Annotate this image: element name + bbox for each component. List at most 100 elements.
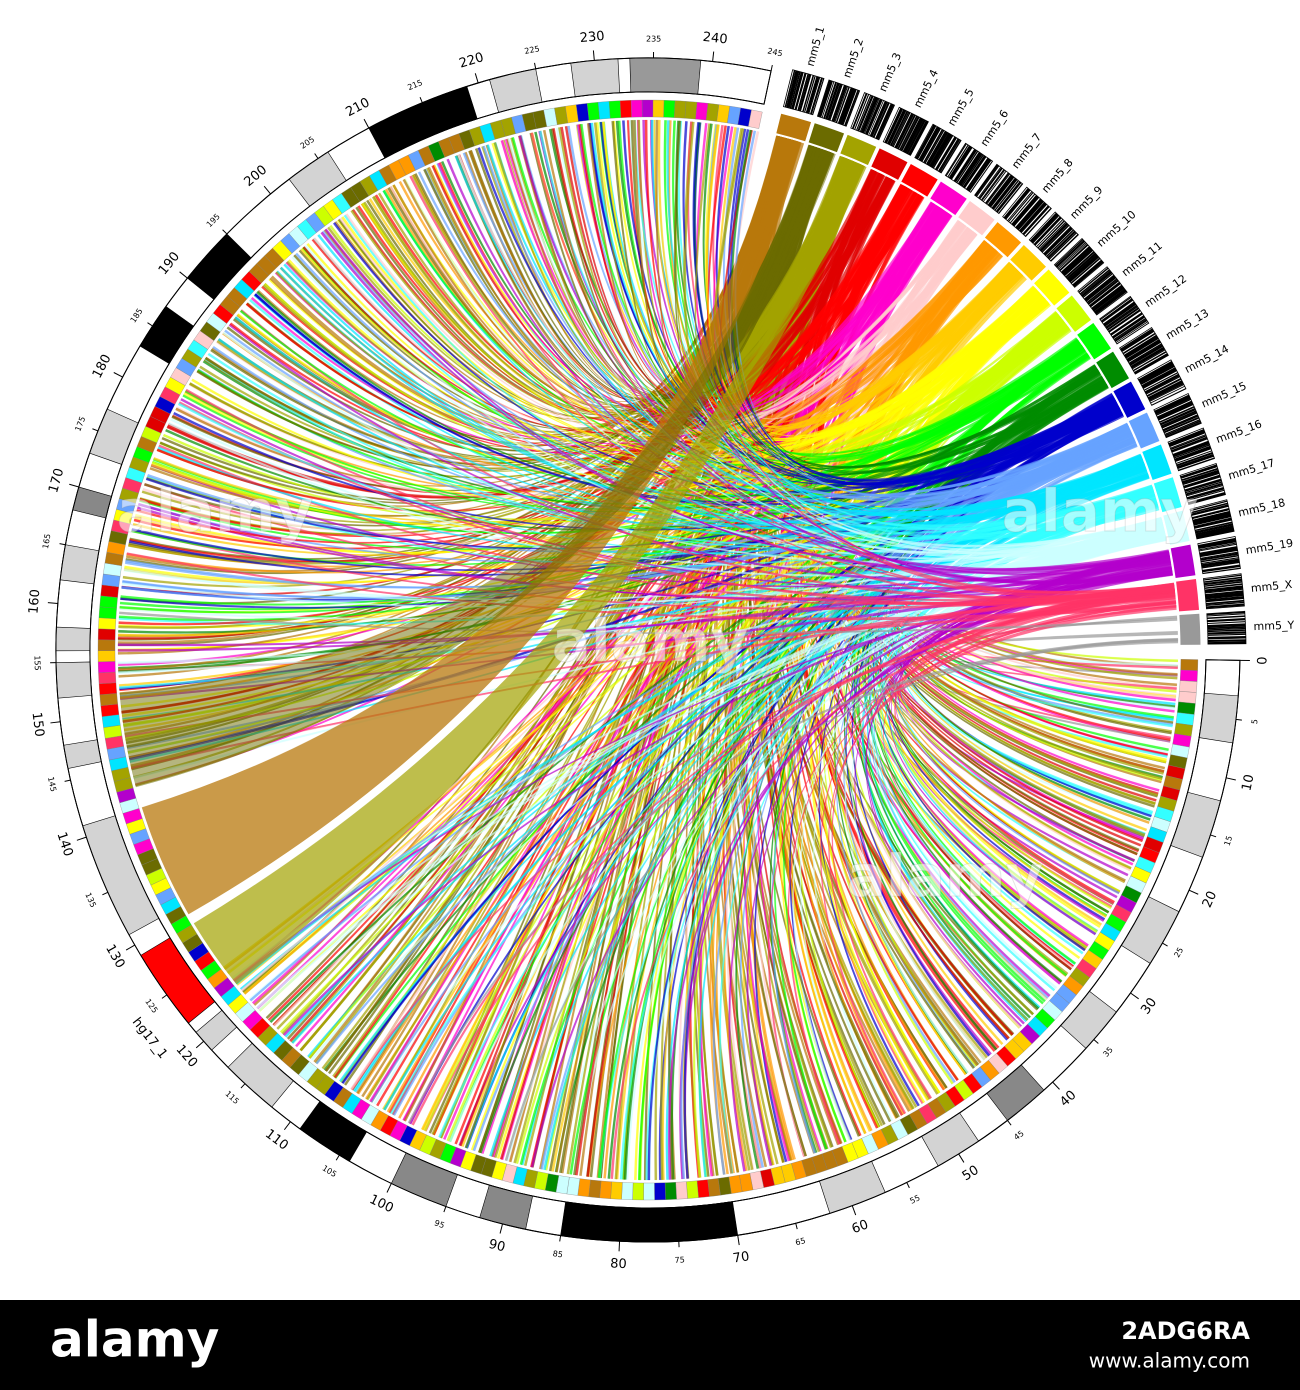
chromosome-block xyxy=(984,222,1022,258)
link-ribbon xyxy=(655,119,1165,552)
tick-mark xyxy=(419,96,423,103)
chromosome-band xyxy=(1160,408,1196,425)
link-ribbon xyxy=(436,162,943,419)
synteny-block xyxy=(621,1182,634,1200)
link-ribbon xyxy=(719,129,882,402)
chromosome-band xyxy=(871,101,888,137)
chromosome-band xyxy=(968,159,992,192)
chromosome-band xyxy=(1183,476,1221,489)
chromosome-band xyxy=(1195,523,1233,534)
tick-label: 225 xyxy=(524,44,541,56)
chromosome-band xyxy=(1188,493,1226,505)
chromosome-band xyxy=(994,180,1019,211)
chromosome-band xyxy=(808,77,821,114)
chromosome-band xyxy=(1103,301,1136,326)
chromosome-band xyxy=(1201,557,1239,565)
chromosome-band xyxy=(1165,420,1201,437)
link-ribbon xyxy=(321,230,1137,513)
link-ribbon xyxy=(679,566,1173,1180)
chromosome-band xyxy=(1084,274,1115,301)
link-ribbon xyxy=(239,454,1143,991)
chromosome-band xyxy=(1066,252,1097,280)
synteny-block xyxy=(1177,701,1196,715)
chromosome-band xyxy=(1173,444,1210,459)
chromosome-band xyxy=(906,119,926,155)
tick-label: 65 xyxy=(794,1236,806,1247)
tick-label: 155 xyxy=(32,655,41,670)
chromosome-band xyxy=(1091,284,1123,310)
chromosome-band xyxy=(1172,441,1210,458)
chromosome-band xyxy=(1012,195,1039,227)
chromosome-band xyxy=(1151,388,1186,406)
chromosome-band xyxy=(1206,603,1245,609)
chromosome-band xyxy=(1021,204,1048,233)
chromosome-band xyxy=(1057,242,1086,269)
chromosome-band xyxy=(1201,561,1240,569)
chromosome-band xyxy=(1190,500,1228,512)
link-ribbon xyxy=(228,323,1172,582)
link-ribbon xyxy=(538,130,823,396)
link-ribbon xyxy=(310,525,1165,1061)
chromosome-band xyxy=(789,71,801,109)
tick-mark xyxy=(1235,718,1242,721)
chromosome-band xyxy=(1200,551,1239,559)
chromosome-band xyxy=(987,174,1013,207)
link-ribbon xyxy=(417,171,1136,505)
chromosome-band xyxy=(1192,510,1231,523)
chromosome-band xyxy=(1120,329,1154,352)
link-ribbon xyxy=(555,136,784,1173)
link-ribbon xyxy=(590,122,1145,514)
chromosome-band xyxy=(1204,579,1242,586)
link-ribbon xyxy=(711,247,996,1175)
synteny-block xyxy=(586,102,600,121)
chromosome-band xyxy=(1110,312,1143,336)
synteny-block xyxy=(1178,691,1197,704)
chromosome-band xyxy=(986,173,1011,205)
chromosome-block xyxy=(1056,295,1092,332)
chromosome-band xyxy=(1087,279,1119,305)
chromosome-band xyxy=(1206,599,1245,605)
chromosome-band xyxy=(841,88,857,126)
chromosome-band xyxy=(1128,343,1163,365)
chromosome-label: mm5_Y xyxy=(1253,619,1294,634)
chromosome-band xyxy=(852,93,868,130)
cytoband xyxy=(1198,692,1239,744)
tick-label: 235 xyxy=(646,34,661,43)
link-ribbon xyxy=(147,422,1130,553)
chromosome-band xyxy=(1200,554,1239,563)
link-ribbon xyxy=(853,366,1099,1019)
link-ribbon xyxy=(438,161,911,414)
chromosome-band xyxy=(1125,337,1159,359)
chromosome-band xyxy=(1124,336,1159,358)
chromosome-band xyxy=(1163,416,1200,434)
tick-label: 15 xyxy=(1223,835,1235,847)
link-ribbon xyxy=(683,550,1170,1179)
chromosome-band xyxy=(1009,193,1036,224)
tick-label: 85 xyxy=(552,1249,563,1259)
link-ribbon xyxy=(511,137,1090,464)
chromosome-band xyxy=(1126,340,1161,362)
chromosome-band xyxy=(1093,286,1125,312)
tick-label: 60 xyxy=(850,1217,871,1237)
chromosome-band xyxy=(1204,583,1243,589)
chromosome-band xyxy=(905,118,924,154)
chromosome-band xyxy=(800,74,812,112)
chromosome-band xyxy=(1207,615,1246,620)
chromosome-band xyxy=(921,128,941,162)
chromosome-band xyxy=(1205,597,1244,603)
cytoband xyxy=(570,58,620,98)
chromosome-band xyxy=(875,103,893,139)
tick-label: 95 xyxy=(433,1218,446,1230)
tick-mark xyxy=(195,1040,205,1049)
chromosome-band xyxy=(1041,224,1069,252)
tick-mark xyxy=(335,1154,340,1161)
chromosome-band xyxy=(798,74,811,112)
tick-mark xyxy=(59,543,66,546)
chromosome-band xyxy=(1194,519,1232,529)
chromosome-band xyxy=(1120,328,1153,350)
chromosome-band xyxy=(1207,637,1246,640)
link-ribbon xyxy=(529,132,812,395)
chromosome-band xyxy=(1183,474,1221,488)
chromosome-band xyxy=(860,96,878,133)
chromosome-label: mm5_X xyxy=(1250,578,1293,595)
